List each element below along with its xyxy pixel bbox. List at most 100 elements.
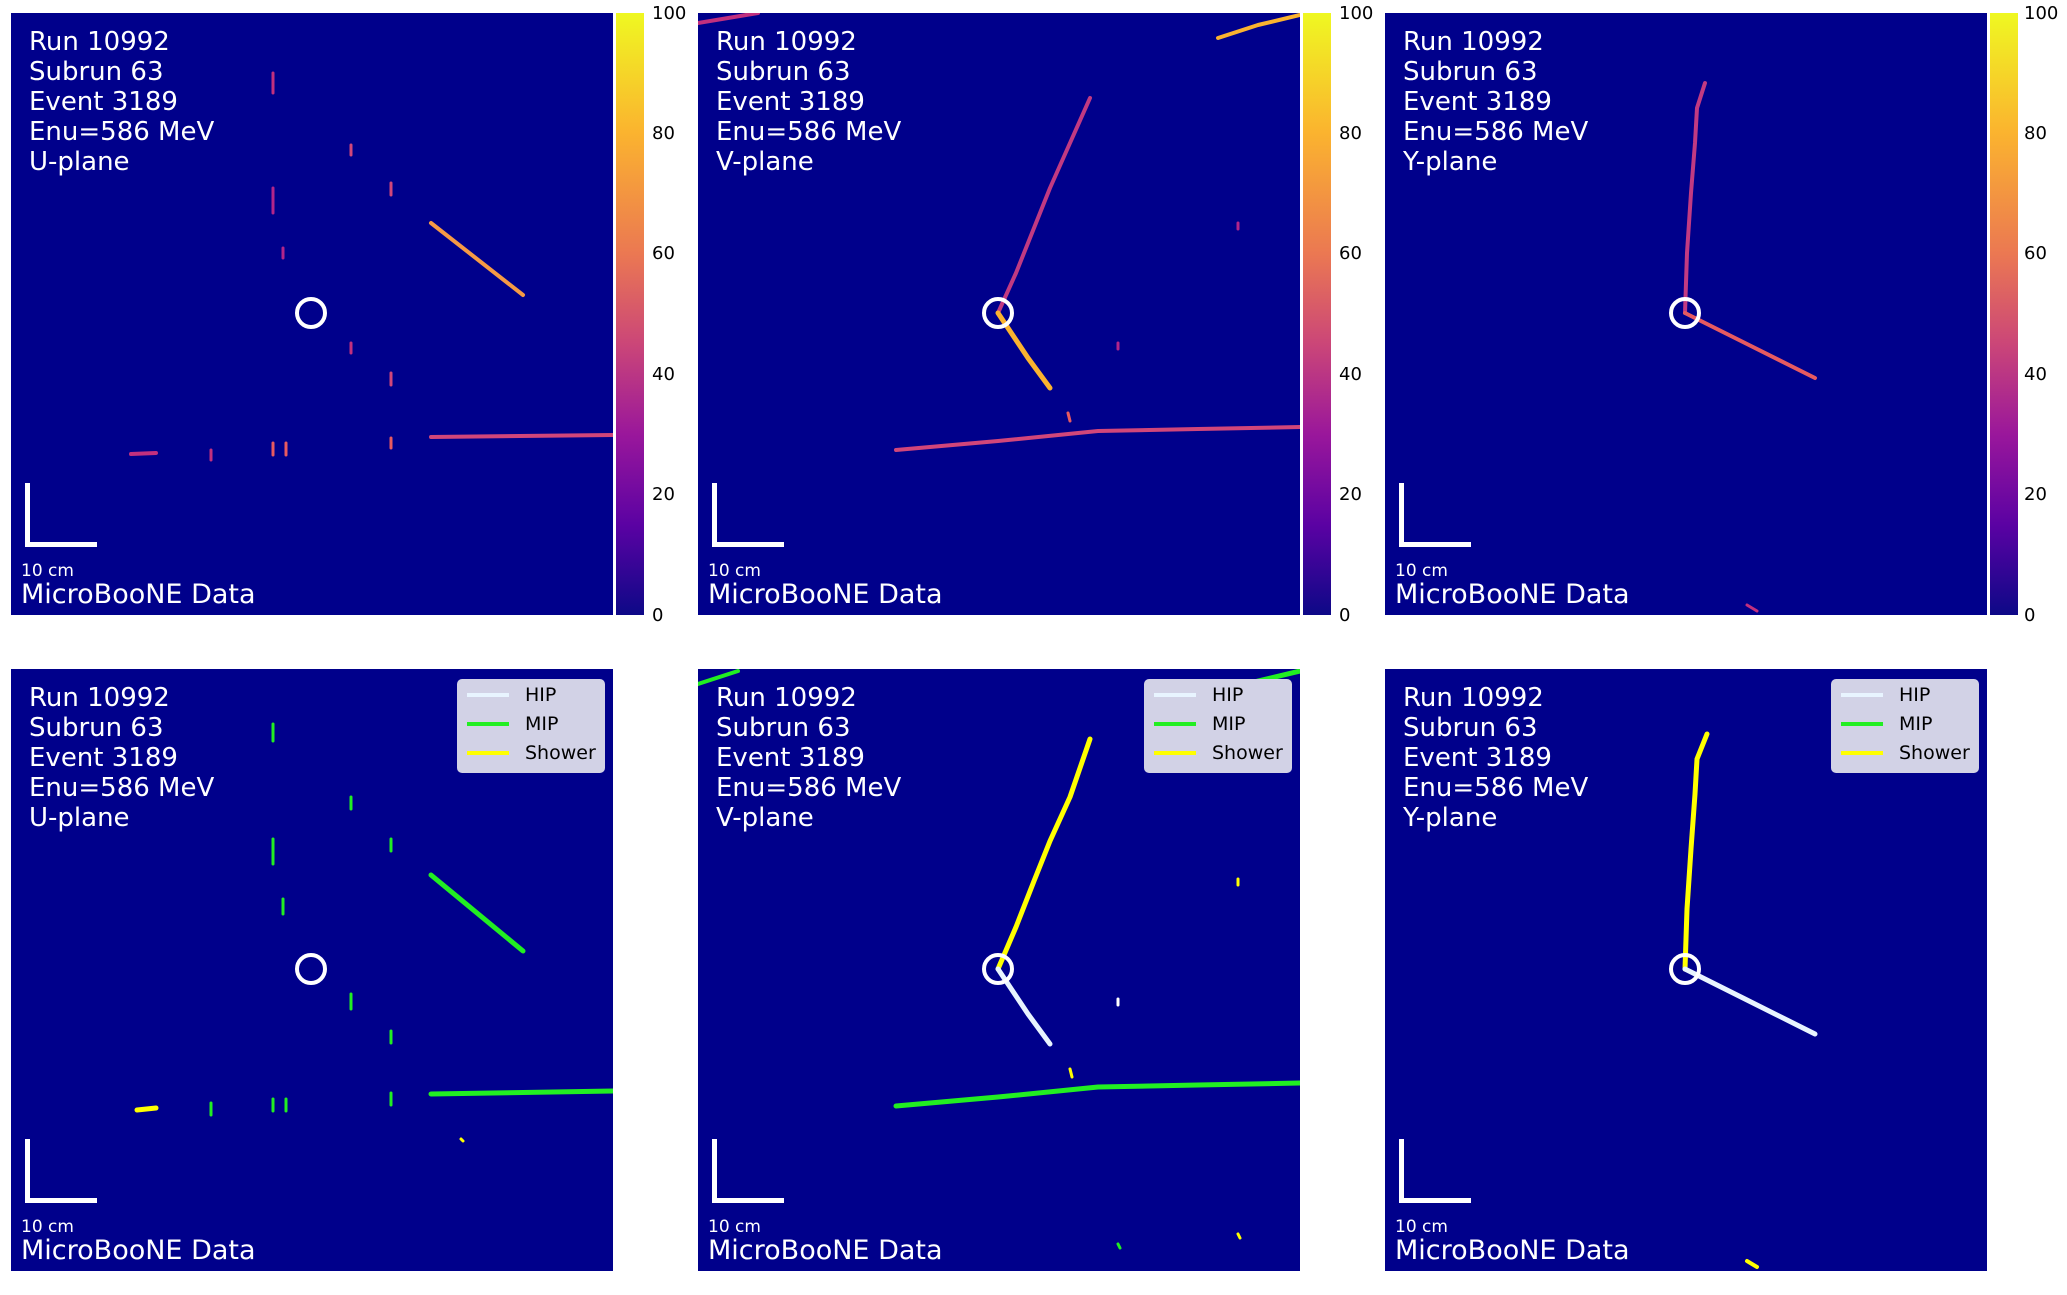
legend-label: MIP — [1899, 713, 1933, 735]
run-label: Run 10992 — [29, 27, 170, 57]
plane-label: U-plane — [29, 803, 130, 833]
legend-item-shower: Shower — [467, 739, 603, 767]
legend-item-mip: MIP — [1841, 710, 1977, 738]
colorbar-tick-label: 40 — [2024, 364, 2047, 385]
enu-label: Enu=586 MeV — [716, 773, 902, 803]
plane-label: Y-plane — [1403, 147, 1498, 177]
colorbar-tick-label: 100 — [2024, 3, 2059, 24]
colorbar-tick-label: 0 — [2024, 605, 2036, 626]
colorbar-v — [1303, 13, 1331, 615]
scale-bar-label: 10 cm — [21, 1217, 74, 1237]
run-label: Run 10992 — [1403, 683, 1544, 713]
event-info: Run 10992 Subrun 63 Event 3189 Enu=586 M… — [716, 683, 901, 833]
run-label: Run 10992 — [1403, 27, 1544, 57]
label-panel-v: Run 10992 Subrun 63 Event 3189 Enu=586 M… — [698, 669, 1300, 1271]
colorbar-tick-label: 40 — [652, 364, 675, 385]
scale-bar — [1399, 1139, 1471, 1204]
legend-label: Shower — [1899, 742, 1970, 764]
event-label: Event 3189 — [1403, 743, 1552, 773]
legend-item-hip: HIP — [467, 681, 603, 709]
event-info: Run 10992 Subrun 63 Event 3189 Enu=586 M… — [29, 683, 214, 833]
event-label: Event 3189 — [1403, 87, 1552, 117]
colorbar-tick-label: 80 — [652, 123, 675, 144]
label-panel-y: Run 10992 Subrun 63 Event 3189 Enu=586 M… — [1385, 669, 1987, 1271]
legend: HIP MIP Shower — [457, 679, 605, 773]
subrun-label: Subrun 63 — [29, 713, 164, 743]
charge-tracks-v — [698, 13, 1300, 452]
legend-label: HIP — [1212, 684, 1244, 706]
colorbar-tick-label: 80 — [1339, 123, 1362, 144]
event-label: Event 3189 — [716, 743, 865, 773]
subrun-label: Subrun 63 — [29, 57, 164, 87]
event-label: Event 3189 — [29, 743, 178, 773]
colorbar-tick-label: 60 — [652, 243, 675, 264]
colorbar-tick-label: 0 — [1339, 605, 1351, 626]
enu-label: Enu=586 MeV — [1403, 773, 1589, 803]
charge-panel-v: Run 10992 Subrun 63 Event 3189 Enu=586 M… — [698, 13, 1300, 615]
event-info: Run 10992 Subrun 63 Event 3189 Enu=586 M… — [29, 27, 214, 177]
colorbar-tick-label: 20 — [2024, 484, 2047, 505]
label-panel-u: Run 10992 Subrun 63 Event 3189 Enu=586 M… — [11, 669, 613, 1271]
microboone-data-label: MicroBooNE Data — [21, 1235, 256, 1266]
run-label: Run 10992 — [29, 683, 170, 713]
enu-label: Enu=586 MeV — [29, 117, 215, 147]
enu-label: Enu=586 MeV — [1403, 117, 1589, 147]
legend-item-hip: HIP — [1841, 681, 1977, 709]
event-info: Run 10992 Subrun 63 Event 3189 Enu=586 M… — [716, 27, 901, 177]
label-tracks-v — [698, 669, 1300, 1250]
legend-item-shower: Shower — [1154, 739, 1290, 767]
event-info: Run 10992 Subrun 63 Event 3189 Enu=586 M… — [1403, 27, 1588, 177]
microboone-data-label: MicroBooNE Data — [1395, 579, 1630, 610]
colorbar-u — [616, 13, 644, 615]
colorbar-tick-label: 80 — [2024, 123, 2047, 144]
plane-label: V-plane — [716, 147, 814, 177]
legend-label: HIP — [525, 684, 557, 706]
legend-label: MIP — [525, 713, 559, 735]
legend: HIP MIP Shower — [1144, 679, 1292, 773]
label-tracks-y — [1669, 731, 1818, 1269]
microboone-data-label: MicroBooNE Data — [21, 579, 256, 610]
event-label: Event 3189 — [716, 87, 865, 117]
plane-label: V-plane — [716, 803, 814, 833]
colorbar-tick-label: 0 — [652, 605, 664, 626]
subrun-label: Subrun 63 — [716, 57, 851, 87]
charge-tracks-u — [129, 71, 613, 462]
event-info: Run 10992 Subrun 63 Event 3189 Enu=586 M… — [1403, 683, 1588, 833]
legend-item-shower: Shower — [1841, 739, 1977, 767]
scale-bar — [25, 483, 97, 548]
colorbar-y — [1990, 13, 2018, 615]
charge-panel-u: Run 10992 Subrun 63 Event 3189 Enu=586 M… — [11, 13, 613, 615]
colorbar-tick-label: 20 — [652, 484, 675, 505]
legend-item-mip: MIP — [467, 710, 603, 738]
charge-panel-y: Run 10992 Subrun 63 Event 3189 Enu=586 M… — [1385, 13, 1987, 615]
colorbar-tick-label: 40 — [1339, 364, 1362, 385]
run-label: Run 10992 — [716, 683, 857, 713]
event-label: Event 3189 — [29, 87, 178, 117]
scale-bar-label: 10 cm — [708, 1217, 761, 1237]
microboone-data-label: MicroBooNE Data — [708, 579, 943, 610]
legend-label: Shower — [1212, 742, 1283, 764]
enu-label: Enu=586 MeV — [716, 117, 902, 147]
colorbar-tick-label: 100 — [1339, 3, 1374, 24]
microboone-data-label: MicroBooNE Data — [708, 1235, 943, 1266]
microboone-data-label: MicroBooNE Data — [1395, 1235, 1630, 1266]
charge-tracks-y — [1669, 81, 1817, 613]
enu-label: Enu=586 MeV — [29, 773, 215, 803]
subrun-label: Subrun 63 — [1403, 57, 1538, 87]
plane-label: U-plane — [29, 147, 130, 177]
label-tracks-u — [134, 722, 613, 1143]
legend-label: HIP — [1899, 684, 1931, 706]
legend-item-mip: MIP — [1154, 710, 1290, 738]
run-label: Run 10992 — [716, 27, 857, 57]
subrun-label: Subrun 63 — [1403, 713, 1538, 743]
scale-bar — [712, 1139, 784, 1204]
scale-bar-label: 10 cm — [1395, 1217, 1448, 1237]
colorbar-tick-label: 60 — [2024, 243, 2047, 264]
scale-bar-label: 10 cm — [21, 561, 74, 581]
subrun-label: Subrun 63 — [716, 713, 851, 743]
legend-label: Shower — [525, 742, 596, 764]
colorbar-tick-label: 60 — [1339, 243, 1362, 264]
colorbar-tick-label: 20 — [1339, 484, 1362, 505]
scale-bar-label: 10 cm — [1395, 561, 1448, 581]
scale-bar — [25, 1139, 97, 1204]
